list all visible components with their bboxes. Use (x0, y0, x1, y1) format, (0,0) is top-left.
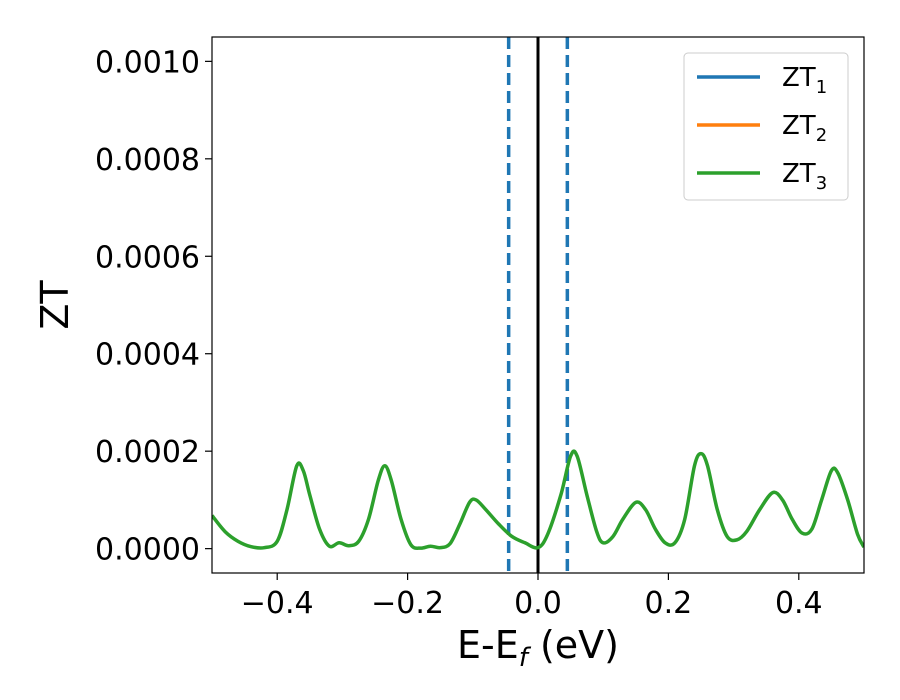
legend-label: ZT1 (782, 63, 827, 98)
legend-label: ZT3 (782, 159, 827, 194)
legend-label-main: ZT (782, 159, 816, 189)
x-tick-label: −0.4 (241, 586, 314, 621)
y-tick-label: 0.0008 (95, 143, 200, 178)
x-axis: −0.4 −0.2 0.0 0.2 0.4 (241, 573, 823, 621)
x-tick-label: 0.0 (514, 586, 562, 621)
y-tick-label: 0.0004 (95, 338, 200, 373)
series-layer (212, 449, 864, 550)
x-tick-label: 0.4 (775, 586, 823, 621)
series-line-zt3 (212, 449, 864, 550)
y-tick-label: 0.0006 (95, 240, 200, 275)
y-axis-title: ZT (33, 280, 77, 330)
legend-label-main: ZT (782, 63, 816, 93)
x-axis-title-unit: (eV) (528, 623, 619, 667)
legend-label: ZT2 (782, 111, 827, 146)
legend-box (683, 52, 849, 201)
legend-label-sub: 3 (816, 173, 827, 194)
reference-lines (506, 37, 570, 573)
x-axis-title-main: E-E (457, 623, 519, 667)
x-axis-title: E-Ef (eV) (457, 623, 619, 673)
y-axis: 0.0000 0.0002 0.0004 0.0006 0.0008 0.0010 (95, 45, 212, 568)
legend-label-sub: 2 (816, 125, 827, 146)
legend-label-sub: 1 (816, 77, 827, 98)
y-tick-label: 0.0000 (95, 533, 200, 568)
legend-label-main: ZT (782, 111, 816, 141)
y-tick-label: 0.0010 (95, 45, 200, 80)
x-tick-label: 0.2 (645, 586, 693, 621)
y-tick-label: 0.0002 (95, 435, 200, 470)
x-tick-label: −0.2 (371, 586, 444, 621)
